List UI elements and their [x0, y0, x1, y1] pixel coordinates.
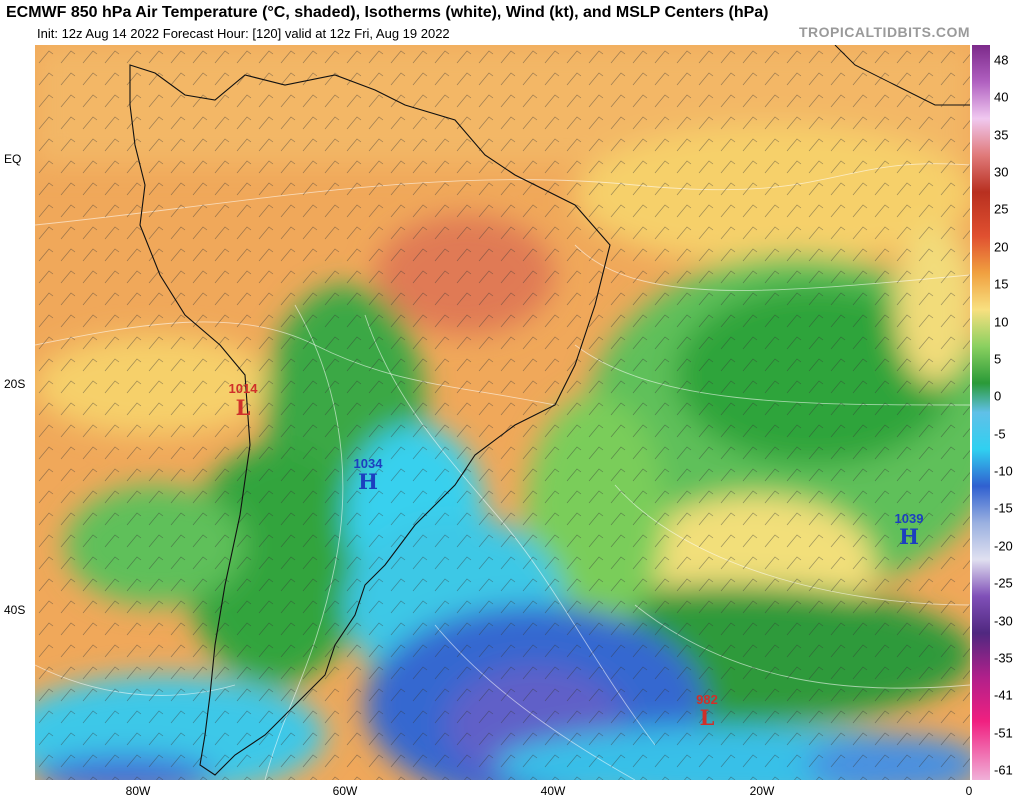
- colorbar-tick-label: 40: [994, 89, 1009, 105]
- chart-title: ECMWF 850 hPa Air Temperature (°C, shade…: [6, 4, 769, 21]
- high-pressure-1-marker: H: [358, 469, 378, 494]
- colorbar-tick-label: -20: [994, 538, 1013, 554]
- colorbar-tick-label: -51: [994, 725, 1013, 741]
- lat-label-40s: 40S: [4, 603, 26, 617]
- high-pressure-2-marker: H: [899, 524, 919, 549]
- colorbar: [972, 45, 990, 780]
- colorbar-tick-label: -61: [994, 762, 1013, 778]
- map-canvas: [35, 45, 970, 780]
- colorbar-tick-label: 10: [994, 314, 1009, 330]
- colorbar-tick-label: 35: [994, 127, 1009, 143]
- colorbar-tick-label: -41: [994, 687, 1013, 703]
- lat-label-eq: EQ: [4, 152, 22, 166]
- coastline: [129, 64, 611, 776]
- temperature-map[interactable]: [35, 45, 970, 780]
- colorbar-tick-label: -15: [994, 500, 1013, 516]
- colorbar-tick-label: -5: [994, 426, 1006, 442]
- wind-barbs: [35, 45, 970, 780]
- low-pressure-1-marker: L: [235, 395, 251, 420]
- lon-label-60w: 60W: [332, 784, 358, 798]
- low-pressure-2-value: 982: [696, 692, 718, 707]
- lon-label-80w: 80W: [125, 784, 151, 798]
- colorbar-tick-label: 30: [994, 164, 1009, 180]
- colorbar-tick-label: 20: [994, 239, 1009, 255]
- lon-label-20w: 20W: [749, 784, 775, 798]
- lon-label-40w: 40W: [540, 784, 566, 798]
- forecast-info: Init: 12z Aug 14 2022 Forecast Hour: [12…: [37, 26, 450, 41]
- low-pressure-2-marker: L: [699, 705, 715, 730]
- lon-label-0: 0: [965, 784, 973, 798]
- colorbar-tick-label: 5: [994, 351, 1002, 367]
- colorbar-tick-label: -25: [994, 575, 1013, 591]
- high-pressure-2-value: 1039: [894, 511, 924, 526]
- low-pressure-1-value: 1014: [228, 381, 258, 396]
- colorbar-tick-label: -10: [994, 463, 1013, 479]
- colorbar-tick-label: 15: [994, 276, 1009, 292]
- lat-label-20s: 20S: [4, 377, 26, 391]
- colorbar-tick-label: 0: [994, 388, 1002, 404]
- colorbar-tick-label: 25: [994, 201, 1009, 217]
- colorbar-tick-label: -35: [994, 650, 1013, 666]
- colorbar-tick-label: 48: [994, 52, 1009, 68]
- colorbar-tick-label: -30: [994, 613, 1013, 629]
- high-pressure-1-value: 1034: [353, 456, 383, 471]
- brand-watermark: TROPICALTIDBITS.COM: [798, 24, 970, 40]
